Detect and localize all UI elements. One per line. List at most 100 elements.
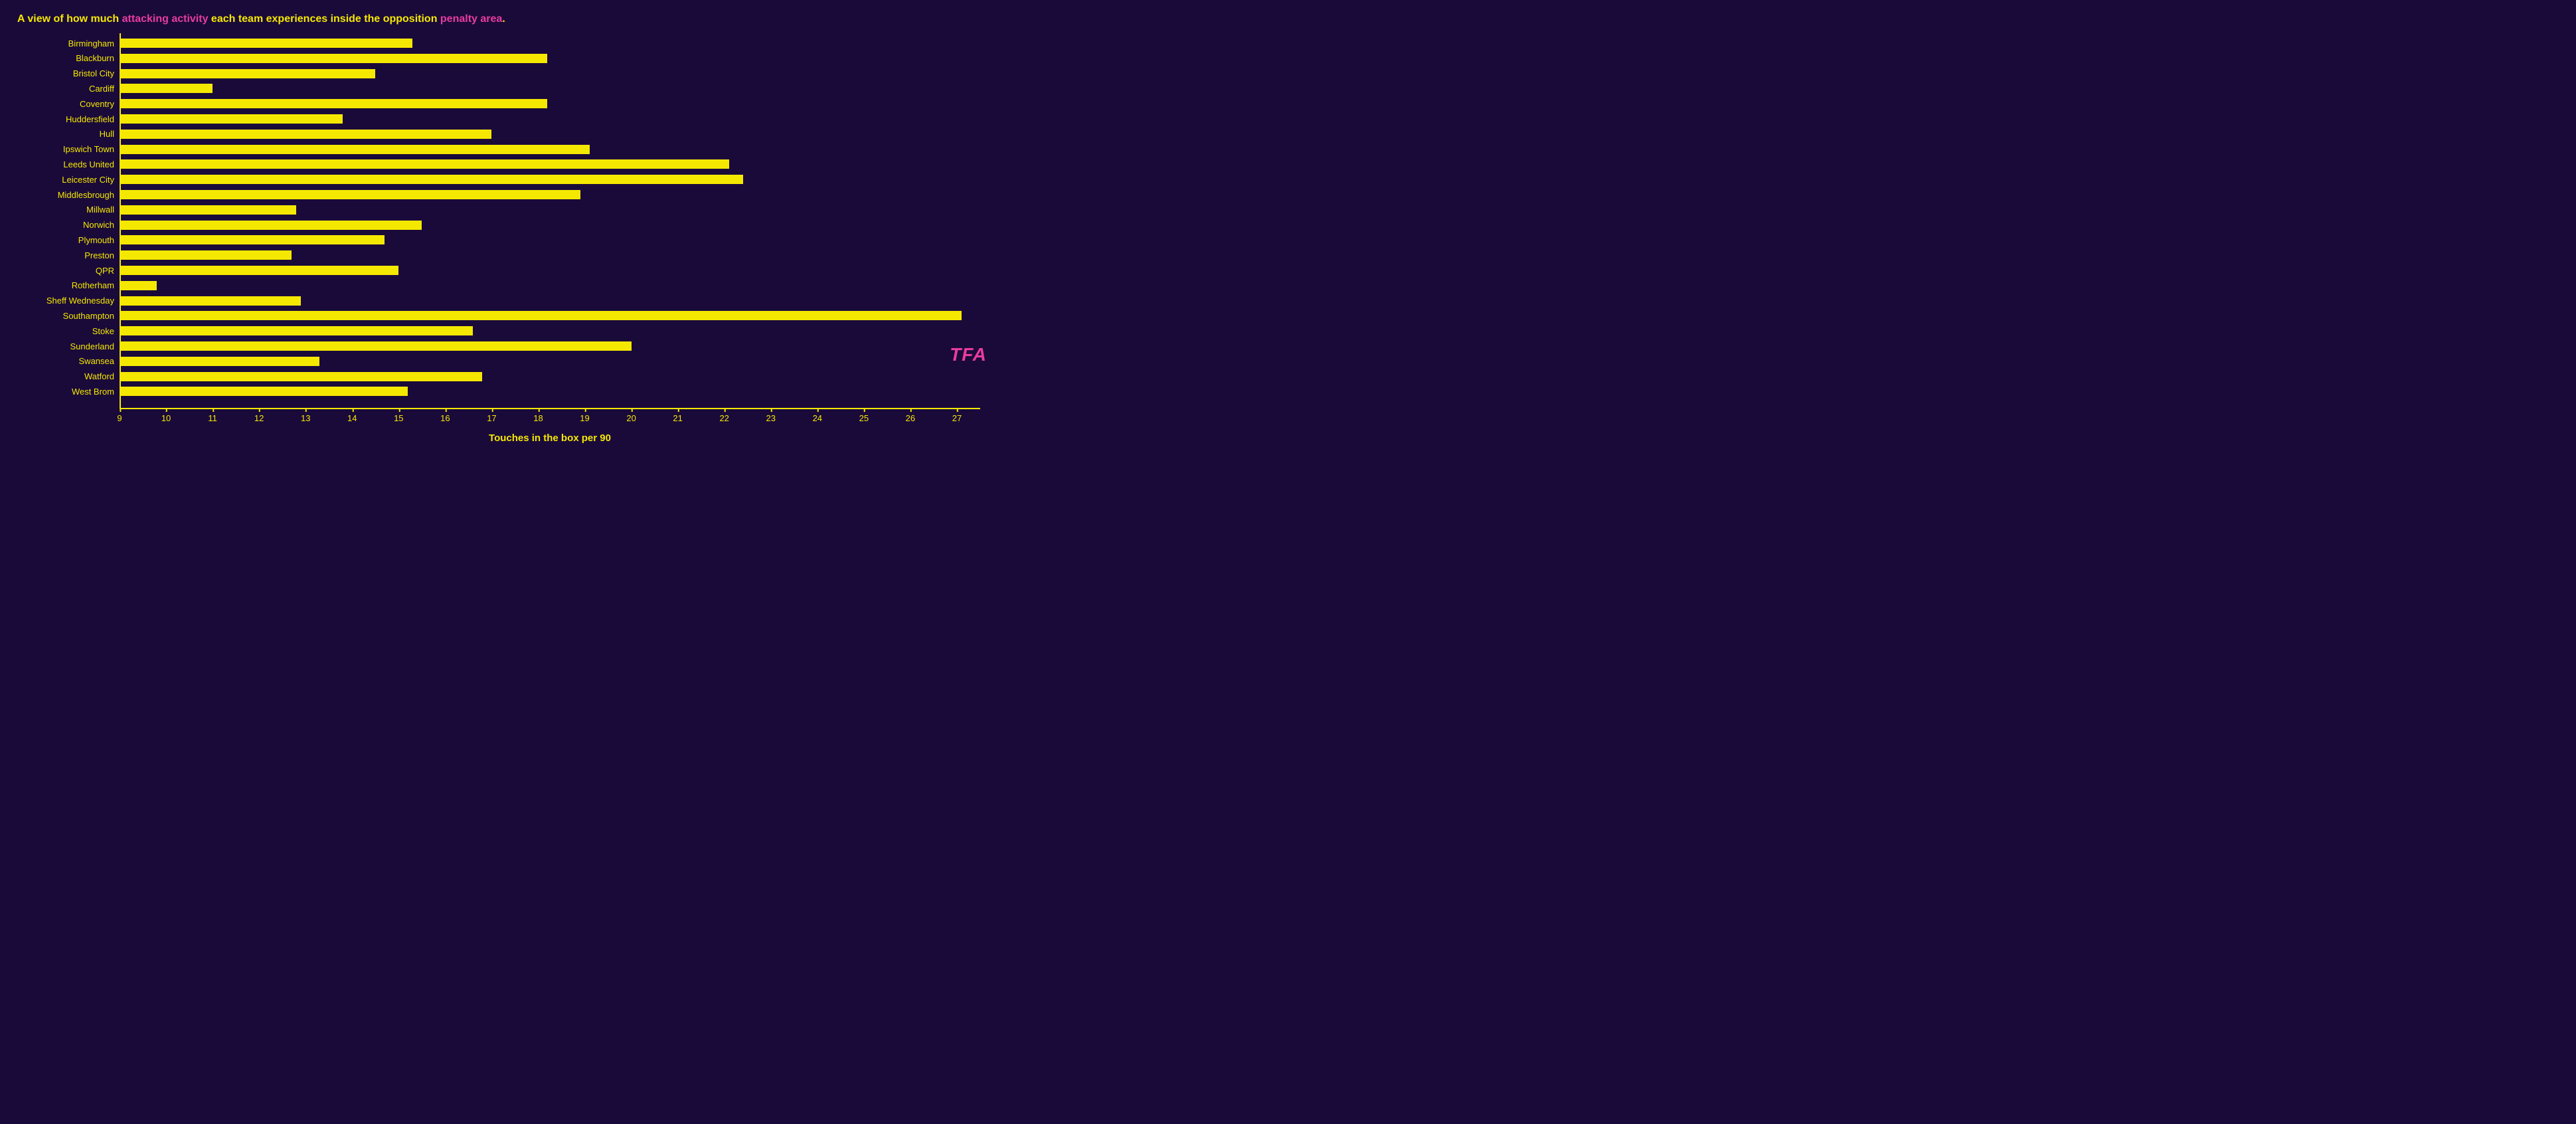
title-segment: A view of how much <box>17 13 122 25</box>
x-tick: 22 <box>719 413 729 423</box>
bar <box>120 114 343 124</box>
bar <box>120 69 375 78</box>
title-segment: each team experiences inside the opposit… <box>208 13 440 25</box>
bar-row: Southampton <box>120 311 962 320</box>
team-label: Middlesbrough <box>13 190 120 200</box>
title-segment: . <box>502 13 505 25</box>
bar-row: Leeds United <box>120 159 729 169</box>
bar-row: Blackburn <box>120 54 547 63</box>
bar <box>120 205 296 215</box>
x-tick: 15 <box>394 413 403 423</box>
bar-row: QPR <box>120 266 398 275</box>
bar-row: Preston <box>120 250 292 260</box>
bar <box>120 99 547 108</box>
team-label: Blackburn <box>13 53 120 63</box>
bar <box>120 159 729 169</box>
bar-row: Middlesbrough <box>120 190 580 199</box>
team-label: Cardiff <box>13 84 120 94</box>
bar <box>120 175 743 184</box>
x-tick: 25 <box>859 413 869 423</box>
bar-row: Bristol City <box>120 69 375 78</box>
bar <box>120 235 385 244</box>
bar <box>120 372 482 381</box>
bar <box>120 311 962 320</box>
x-tick: 21 <box>673 413 682 423</box>
x-axis-label: Touches in the box per 90 <box>120 432 980 444</box>
team-label: Sheff Wednesday <box>13 296 120 306</box>
chart-title: A view of how much attacking activity ea… <box>13 13 993 25</box>
bar <box>120 281 157 290</box>
team-label: Millwall <box>13 205 120 215</box>
team-label: Southampton <box>13 311 120 321</box>
bar-row: Hull <box>120 130 491 139</box>
bar <box>120 130 491 139</box>
bar <box>120 190 580 199</box>
x-axis-line <box>120 408 980 409</box>
team-label: Bristol City <box>13 68 120 78</box>
x-tick: 24 <box>813 413 822 423</box>
bar-row: Norwich <box>120 221 422 230</box>
team-label: Swansea <box>13 356 120 366</box>
watermark-logo: TFA <box>950 344 987 365</box>
bar-row: West Brom <box>120 387 408 396</box>
bar <box>120 341 632 351</box>
x-tick: 13 <box>301 413 310 423</box>
bars-area: BirminghamBlackburnBristol CityCardiffCo… <box>120 36 980 408</box>
bar <box>120 54 547 63</box>
x-tick: 27 <box>952 413 962 423</box>
team-label: Leicester City <box>13 175 120 185</box>
bar-row: Sheff Wednesday <box>120 296 301 306</box>
bar <box>120 266 398 275</box>
team-label: Huddersfield <box>13 114 120 124</box>
x-tick: 11 <box>208 413 217 423</box>
bar-row: Sunderland <box>120 341 632 351</box>
x-tick: 20 <box>626 413 636 423</box>
bar <box>120 357 319 366</box>
bar-row: Swansea <box>120 357 319 366</box>
team-label: Stoke <box>13 326 120 336</box>
team-label: Hull <box>13 129 120 139</box>
x-tick: 26 <box>906 413 915 423</box>
bar-row: Millwall <box>120 205 296 215</box>
team-label: Ipswich Town <box>13 144 120 154</box>
bar-row: Stoke <box>120 326 473 335</box>
team-label: Sunderland <box>13 341 120 351</box>
x-tick: 17 <box>487 413 496 423</box>
bar-row: Huddersfield <box>120 114 343 124</box>
title-segment: penalty area <box>440 13 502 25</box>
bar-row: Plymouth <box>120 235 385 244</box>
x-tick: 16 <box>440 413 450 423</box>
bar-row: Coventry <box>120 99 547 108</box>
x-tick: 9 <box>117 413 122 423</box>
bar <box>120 326 473 335</box>
team-label: Norwich <box>13 220 120 230</box>
team-label: West Brom <box>13 387 120 397</box>
title-segment: attacking activity <box>122 13 209 25</box>
bar-row: Birmingham <box>120 39 412 48</box>
team-label: Leeds United <box>13 159 120 169</box>
team-label: QPR <box>13 266 120 276</box>
x-tick: 10 <box>161 413 171 423</box>
chart-area: BirminghamBlackburnBristol CityCardiffCo… <box>120 36 980 408</box>
team-label: Birmingham <box>13 39 120 48</box>
x-tick: 12 <box>254 413 264 423</box>
bar-row: Ipswich Town <box>120 145 590 154</box>
bar-row: Watford <box>120 372 482 381</box>
x-axis-ticks: 9 10 11 12 13 14 15 16 17 18 19 20 21 22 23 24 25 26 27 <box>120 413 980 426</box>
bar <box>120 84 213 93</box>
team-label: Rotherham <box>13 280 120 290</box>
x-tick: 18 <box>533 413 543 423</box>
bar <box>120 221 422 230</box>
team-label: Preston <box>13 250 120 260</box>
bar <box>120 250 292 260</box>
team-label: Watford <box>13 371 120 381</box>
bar-row: Rotherham <box>120 281 157 290</box>
x-tick: 23 <box>766 413 776 423</box>
bar <box>120 296 301 306</box>
team-label: Coventry <box>13 99 120 109</box>
x-tick: 14 <box>347 413 357 423</box>
bar <box>120 39 412 48</box>
team-label: Plymouth <box>13 235 120 245</box>
x-tick: 19 <box>580 413 589 423</box>
bar-row: Leicester City <box>120 175 743 184</box>
